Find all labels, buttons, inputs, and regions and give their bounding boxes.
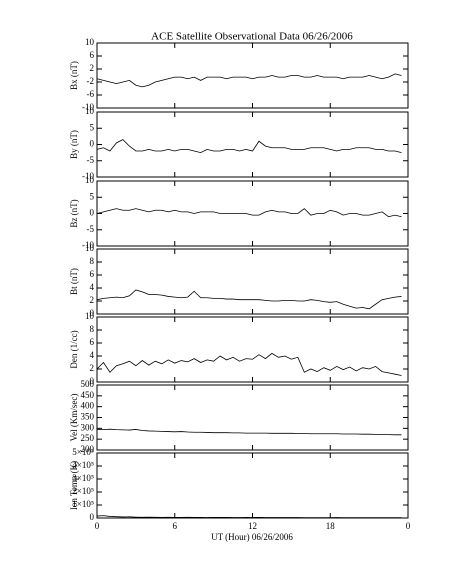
- data-line: [96, 352, 402, 376]
- y-tick-label: 0: [90, 512, 95, 522]
- y-axis-label: By (nT): [69, 130, 79, 159]
- y-tick-label: 450: [81, 390, 95, 400]
- y-axis-label: Ion Temp (K): [69, 461, 79, 510]
- data-line: [96, 208, 402, 218]
- chart-title: ACE Satellite Observational Data 06/26/2…: [151, 31, 353, 43]
- y-tick-label: 0: [90, 208, 95, 218]
- y-tick-label: 0: [90, 308, 95, 318]
- y-tick-label: 250: [81, 433, 95, 443]
- y-tick-label: 4: [90, 350, 95, 360]
- y-tick-label: 200: [81, 444, 95, 454]
- y-tick-label: 0: [90, 376, 95, 386]
- y-tick-label: -5: [87, 155, 95, 165]
- data-line: [96, 73, 402, 88]
- plot-frame: [96, 180, 409, 247]
- y-tick-label: 4×10⁵: [72, 460, 94, 470]
- y-tick-label: -10: [82, 171, 94, 181]
- y-tick-label: 500: [81, 379, 95, 389]
- y-axis-label: Bz (nT): [69, 199, 79, 227]
- y-tick-label: 6: [90, 269, 95, 279]
- y-tick-label: 10: [85, 243, 95, 253]
- x-tick-label: 18: [326, 521, 336, 531]
- y-tick-label: 5×10⁵: [72, 447, 94, 457]
- y-axis-label: Bt (nT): [69, 268, 79, 295]
- y-tick-label: -10: [82, 102, 94, 112]
- y-tick-label: 2×10⁵: [72, 486, 94, 496]
- data-line: [96, 139, 402, 154]
- y-tick-label: 1×10⁵: [72, 499, 94, 509]
- y-tick-label: 8: [90, 256, 95, 266]
- y-tick-label: 10: [85, 37, 95, 47]
- plot-frame: [96, 42, 409, 109]
- x-tick-label: 12: [248, 521, 257, 531]
- y-tick-label: 8: [90, 324, 95, 334]
- y-tick-label: 400: [81, 401, 95, 411]
- y-tick-label: 3×10⁵: [72, 473, 94, 483]
- y-tick-label: 2: [90, 363, 95, 373]
- x-axis-label: UT (Hour) 06/26/2006: [211, 532, 293, 542]
- y-tick-label: -10: [82, 240, 94, 250]
- y-tick-label: -6: [87, 89, 95, 99]
- data-line: [96, 289, 402, 310]
- y-tick-label: 6: [90, 50, 95, 60]
- plot-frame: [96, 248, 409, 315]
- x-tick-label: 6: [173, 521, 178, 531]
- x-tick-label: 0: [406, 521, 411, 531]
- plot-frame: [96, 111, 409, 178]
- y-tick-label: 10: [85, 175, 95, 185]
- y-tick-label: 350: [81, 412, 95, 422]
- y-axis-label: Den (1/cc): [69, 330, 79, 368]
- data-line: [96, 515, 402, 519]
- y-tick-label: 10: [85, 311, 95, 321]
- plot-frame: [96, 452, 409, 519]
- y-tick-label: -5: [87, 224, 95, 234]
- x-tick-label: 0: [95, 521, 100, 531]
- data-line: [96, 428, 402, 436]
- y-tick-label: 5: [90, 191, 95, 201]
- y-tick-label: 5: [90, 122, 95, 132]
- y-tick-label: 2: [90, 63, 95, 73]
- y-axis-label: Bx (nT): [69, 61, 79, 90]
- y-tick-label: 0: [90, 139, 95, 149]
- y-tick-label: -2: [87, 76, 95, 86]
- y-tick-label: 6: [90, 337, 95, 347]
- y-axis-label: Vel (Km/sec): [69, 394, 79, 442]
- y-tick-label: 300: [81, 422, 95, 432]
- plot-frame: [96, 316, 409, 383]
- y-tick-label: 4: [90, 282, 95, 292]
- plot-frame: [96, 384, 409, 451]
- y-tick-label: 2: [90, 295, 95, 305]
- y-tick-label: 10: [85, 106, 95, 116]
